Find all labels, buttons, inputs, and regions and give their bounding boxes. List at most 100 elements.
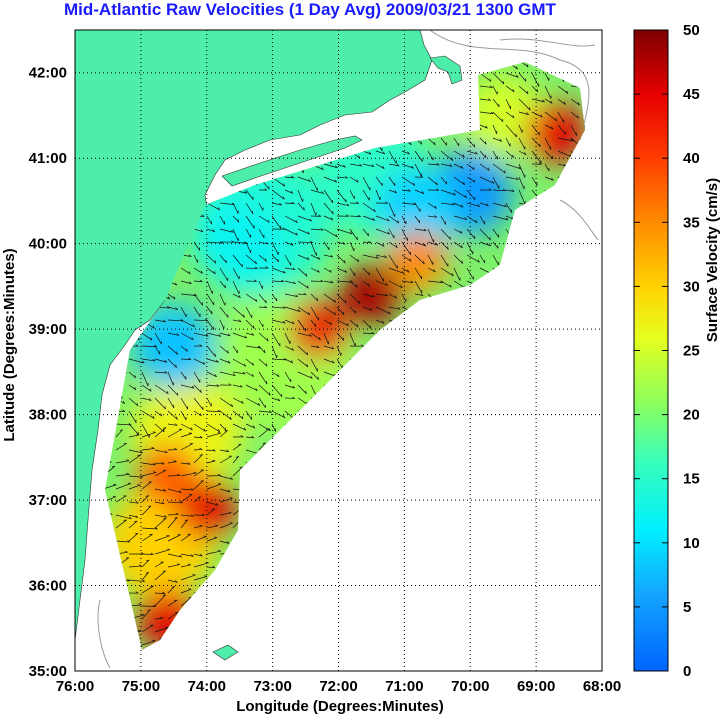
velocity-cell: [131, 304, 216, 389]
velocity-arrow-head: [164, 371, 168, 374]
velocity-arrow-head: [449, 236, 451, 240]
velocity-arrow-head: [119, 429, 123, 432]
velocity-arrow-head: [184, 519, 188, 522]
velocity-arrow: [193, 562, 209, 568]
velocity-arrow: [206, 432, 221, 438]
velocity-arrow-head: [332, 360, 335, 364]
velocity-arrow: [479, 215, 486, 225]
velocity-arrow-head: [551, 155, 554, 159]
velocity-arrow: [258, 384, 271, 396]
velocity-arrow-head: [218, 334, 221, 337]
velocity-arrow-head: [608, 78, 609, 81]
colorbar-tick-label: 5: [683, 599, 691, 616]
velocity-arrow-head: [251, 435, 255, 439]
velocity-arrow: [141, 533, 153, 542]
velocity-arrow-head: [461, 165, 464, 169]
velocity-arrow-head: [356, 179, 359, 183]
velocity-arrow: [193, 280, 203, 283]
velocity-arrow-head: [329, 321, 333, 325]
x-axis-ticks: 76:00 75:00 74:00 73:00 72:00 71:00 70:00 69:00…: [56, 678, 621, 695]
velocity-arrow-head: [161, 501, 165, 505]
velocity-arrow: [492, 176, 500, 189]
velocity-arrow: [505, 215, 514, 220]
velocity-arrow: [141, 358, 156, 362]
velocity-arrow: [154, 514, 167, 518]
velocity-arrow-head: [167, 296, 171, 300]
velocity-arrow: [479, 72, 492, 82]
velocity-arrow: [258, 215, 270, 223]
velocity-cell: [463, 75, 544, 156]
velocity-arrow-head: [153, 462, 156, 466]
velocity-arrow-head: [217, 432, 221, 434]
velocity-arrow: [193, 228, 204, 233]
velocity-arrow-head: [563, 101, 566, 105]
velocity-arrow-head: [577, 102, 580, 106]
velocity-arrow: [115, 474, 130, 477]
velocity-arrow: [440, 137, 448, 146]
velocity-arrow-head: [214, 260, 217, 264]
velocity-arrow: [258, 332, 269, 342]
velocity-arrow-head: [154, 344, 157, 348]
velocity-arrow: [297, 345, 309, 356]
velocity-arrow-head: [187, 563, 191, 566]
velocity-arrow-head: [191, 337, 194, 341]
velocity-arrow-head: [217, 429, 221, 432]
velocity-arrow: [492, 137, 502, 142]
velocity-arrow: [232, 384, 243, 388]
velocity-arrow-head: [226, 449, 230, 453]
velocity-arrow: [193, 358, 206, 365]
velocity-arrow-head: [318, 214, 322, 217]
velocity-arrow: [193, 553, 203, 557]
velocity-arrow-head: [309, 218, 312, 222]
y-tick-label: 36:00: [29, 578, 67, 595]
velocity-arrow: [193, 267, 203, 274]
velocity-arrow-head: [526, 64, 529, 68]
velocity-arrow-head: [153, 471, 157, 473]
velocity-arrow: [180, 319, 195, 328]
velocity-arrow-head: [397, 307, 401, 310]
velocity-arrow-head: [539, 143, 541, 147]
velocity-arrow: [154, 469, 167, 477]
velocity-arrow-head: [203, 575, 208, 577]
velocity-arrow-head: [282, 320, 286, 324]
y-axis-ticks: 42:00 41:00 40:00 39:00 38:00 37:00 36:00 35:00: [29, 65, 67, 680]
velocity-arrow-head: [251, 373, 254, 377]
velocity-arrow-head: [345, 214, 349, 217]
velocity-arrow: [388, 228, 395, 239]
velocity-arrow-head: [489, 85, 493, 88]
velocity-arrow-head: [512, 154, 514, 158]
velocity-arrow-head: [282, 306, 286, 309]
velocity-arrow-head: [334, 179, 338, 183]
velocity-arrow: [154, 570, 166, 581]
velocity-arrow: [440, 202, 455, 206]
velocity-arrow: [245, 423, 256, 429]
velocity-arrow: [167, 612, 179, 620]
velocity-arrow-head: [343, 260, 346, 264]
velocity-arrow: [271, 189, 285, 200]
velocity-arrow-head: [153, 604, 157, 607]
velocity-arrow: [362, 267, 371, 276]
velocity-arrow-head: [241, 415, 244, 419]
velocity-arrow: [323, 358, 335, 364]
velocity-arrow: [466, 137, 475, 148]
colorbar-tick-label: 20: [683, 407, 700, 424]
velocity-arrow: [388, 241, 398, 249]
velocity-cell: [387, 230, 448, 291]
velocity-arrow-head: [253, 325, 255, 329]
velocity-arrow: [232, 371, 246, 375]
velocity-arrow: [440, 280, 452, 288]
velocity-arrow: [258, 228, 265, 239]
velocity-arrow: [167, 410, 178, 420]
velocity-arrow: [232, 456, 239, 464]
velocity-arrow: [141, 472, 157, 477]
velocity-arrow-head: [237, 219, 240, 223]
velocity-arrow-head: [124, 550, 128, 553]
velocity-arrow-head: [477, 204, 481, 207]
velocity-arrow: [492, 98, 500, 108]
velocity-arrow: [362, 189, 370, 201]
velocity-arrow: [427, 241, 439, 246]
velocity-arrow: [245, 319, 255, 329]
velocity-arrow-head: [176, 563, 180, 565]
velocity-arrow-head: [241, 263, 243, 267]
velocity-arrow: [219, 293, 226, 306]
